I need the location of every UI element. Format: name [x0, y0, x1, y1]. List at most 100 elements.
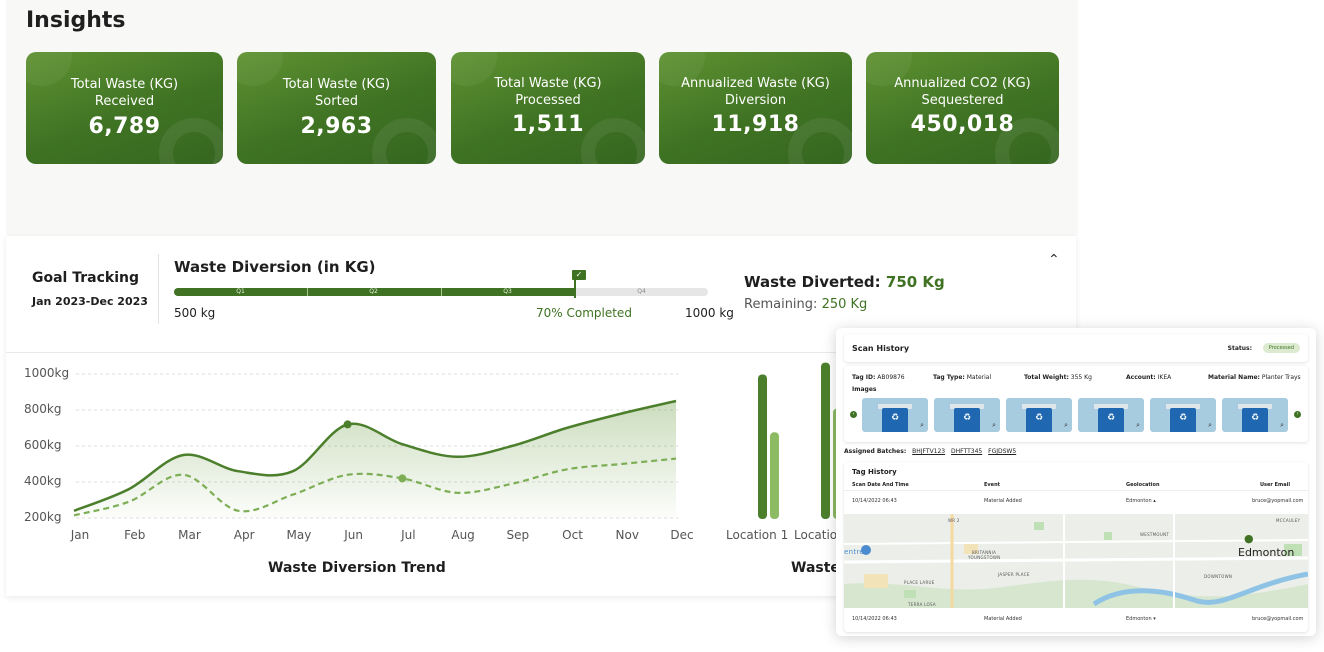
x-tick-label: Dec [670, 528, 694, 542]
card-total-waste-processed[interactable]: Total Waste (KG) Processed 1,511 [451, 52, 645, 164]
zoom-icon[interactable]: ⌕ [1208, 421, 1212, 429]
waste-diversion-title: Waste Diversion (in KG) [174, 258, 376, 276]
card-total-waste-sorted[interactable]: Total Waste (KG) Sorted 2,963 [237, 52, 436, 164]
x-tick-label: Jun [344, 528, 363, 542]
map-pin-icon[interactable]: ● [1244, 532, 1254, 545]
waste-diverted-value: 750 Kg [885, 273, 945, 291]
zoom-icon[interactable]: ⌕ [992, 421, 996, 429]
divider [158, 254, 159, 324]
goal-flag-pole [574, 274, 576, 298]
bar-category-label: Location 1 [726, 528, 789, 542]
card-value: 6,789 [88, 114, 161, 139]
y-tick-label: 400kg [24, 474, 62, 488]
waste-diversion-trend-chart [73, 362, 836, 520]
geolocation-toggle[interactable]: Edmonton ▾ [1126, 616, 1156, 622]
account-field: Account: IKEA [1126, 374, 1172, 381]
geolocation-toggle[interactable]: Edmonton ▴ [1126, 498, 1156, 504]
x-tick-label: Oct [562, 528, 583, 542]
column-header: User Email [1260, 482, 1291, 488]
scan-image-thumbnail[interactable]: ♻ ⌕ [1222, 398, 1288, 432]
chevron-up-icon[interactable]: ⌃ [1048, 252, 1060, 268]
x-tick-label: Sep [506, 528, 530, 542]
card-label: Annualized Waste (KG) Diversion [681, 76, 830, 108]
scan-image-thumbnail[interactable]: ♻ ⌕ [862, 398, 928, 432]
batch-link[interactable]: DHFTT345 [951, 448, 983, 455]
data-point[interactable] [398, 474, 407, 483]
chevron-left-icon[interactable]: ‹ [850, 411, 857, 418]
total-weight-field: Total Weight: 355 Kg [1024, 374, 1092, 381]
assigned-batches: Assigned Batches: BHJFTV123 DHFTT345 FGJ… [844, 448, 1017, 455]
scan-detail-panel: Tag ID: AB09876 Tag Type: Material Total… [844, 366, 1308, 442]
recycle-icon: ♻ [1034, 413, 1044, 423]
map-label: TERRA LOSA [908, 602, 936, 607]
tag-type-field: Tag Type: Material [933, 374, 992, 381]
location-map[interactable]: WESTMOUNT MCCAULEY BRITANNIA YOUNGSTOWN … [844, 514, 1308, 608]
map-label: DOWNTOWN [1204, 574, 1233, 579]
card-label: Total Waste (KG) Sorted [282, 77, 391, 109]
quarter-separator [307, 288, 308, 296]
images-label: Images [852, 386, 877, 393]
table-cell: bruce@yopmail.com [1252, 498, 1304, 504]
recycle-icon: ♻ [890, 413, 900, 423]
x-tick-label: Nov [615, 528, 639, 542]
card-annualized-co2-sequestered[interactable]: Annualized CO2 (KG) Sequestered 450,018 [866, 52, 1059, 164]
status-badge: Processed [1262, 343, 1300, 353]
map-label: PLACE LARUE [904, 580, 935, 585]
tag-history-title: Tag History [852, 468, 897, 476]
card-value: 1,511 [511, 112, 585, 137]
column-header: Geolocation [1126, 482, 1160, 488]
progress-percent-label: 70% Completed [536, 306, 632, 320]
bar[interactable] [770, 432, 779, 519]
zoom-icon[interactable]: ⌕ [920, 421, 924, 429]
scan-image-thumbnail[interactable]: ♻ ⌕ [1150, 398, 1216, 432]
y-tick-label: 600kg [24, 438, 62, 452]
batch-link[interactable]: FGJDSW5 [988, 448, 1017, 455]
goal-tracking-title: Goal Tracking [32, 270, 139, 286]
card-total-waste-received[interactable]: Total Waste (KG) Received 6,789 [26, 52, 223, 164]
scan-image-thumbnail[interactable]: ♻ ⌕ [934, 398, 1000, 432]
recycle-icon: ♻ [1250, 413, 1260, 423]
map-label: BRITANNIA [972, 550, 997, 555]
tag-history-panel: Tag History Scan Date And Time Event Geo… [844, 462, 1308, 632]
x-tick-label: Jan [70, 528, 90, 542]
scan-image-thumbnail[interactable]: ♻ ⌕ [1006, 398, 1072, 432]
x-tick-label: May [286, 528, 312, 542]
recycle-icon: ♻ [962, 413, 972, 423]
waste-diverted: Waste Diverted: 750 Kg [744, 273, 945, 291]
scan-image-thumbnail[interactable]: ♻ ⌕ [1078, 398, 1144, 432]
map-graphic [844, 514, 1308, 608]
zoom-icon[interactable]: ⌕ [1064, 421, 1068, 429]
data-point[interactable] [343, 420, 352, 429]
map-label: MCCAULEY [1276, 518, 1301, 523]
material-name-field: Material Name: Planter Trays [1208, 374, 1301, 381]
y-tick-label: 1000kg [24, 366, 70, 380]
series-line [73, 457, 677, 517]
x-tick-label: Feb [124, 528, 146, 542]
status-label: Status: [1227, 345, 1252, 352]
chevron-right-icon[interactable]: › [1294, 411, 1301, 418]
card-annualized-waste-diversion[interactable]: Annualized Waste (KG) Diversion 11,918 [659, 52, 852, 164]
table-cell: 10/14/2022 06:43 [852, 498, 897, 504]
page-title: Insights [26, 8, 126, 33]
map-city-label: Edmonton [1238, 546, 1295, 559]
card-value: 2,963 [300, 114, 373, 139]
check-flag-icon: ✓ [572, 270, 586, 280]
bar[interactable] [758, 374, 767, 520]
zoom-icon[interactable]: ⌕ [1136, 421, 1140, 429]
quarter-label: Q1 [236, 288, 245, 295]
goal-date-range: Jan 2023-Dec 2023 [32, 295, 148, 308]
map-label: entre [844, 548, 865, 556]
divider [6, 352, 836, 353]
tag-id-field: Tag ID: AB09876 [852, 374, 905, 381]
table-cell: Material Added [984, 498, 1022, 504]
zoom-icon[interactable]: ⌕ [1280, 421, 1284, 429]
y-tick-label: 200kg [24, 510, 62, 524]
progress-start-label: 500 kg [174, 306, 216, 320]
table-cell: Material Added [984, 616, 1022, 622]
series-area [74, 401, 676, 518]
bar[interactable] [821, 362, 830, 519]
map-label: YOUNGSTOWN [968, 555, 1001, 560]
quarter-label: Q3 [503, 288, 512, 295]
batch-link[interactable]: BHJFTV123 [912, 448, 946, 455]
bar[interactable] [833, 408, 836, 520]
